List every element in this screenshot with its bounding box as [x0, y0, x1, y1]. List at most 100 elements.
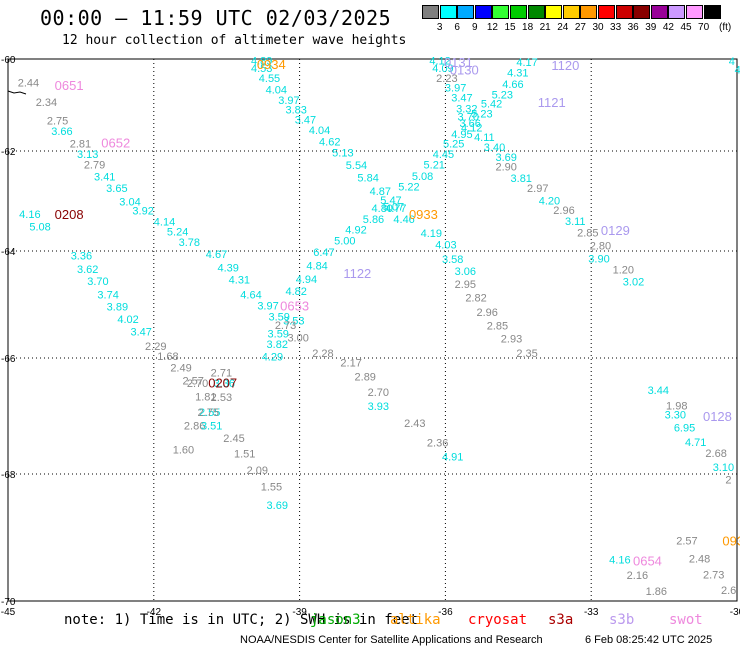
wave-height-value: 2.57 — [182, 376, 203, 388]
wave-height-value: 5.08 — [29, 222, 50, 234]
wave-height-value: 2.86 — [184, 420, 205, 432]
wave-height-value: 3.62 — [77, 264, 98, 276]
wave-height-value: 3.47 — [295, 115, 316, 127]
legend-item-altika: altika — [390, 612, 441, 628]
wave-height-value: 2.89 — [355, 372, 376, 384]
map-tick-labels: -45 -42 -39 -36 -33 -30 -60 -62 -64 -66 -68 -70 — [1, 55, 740, 618]
wave-height-value: 2.81 — [70, 139, 91, 151]
color-swatch — [562, 5, 580, 19]
wave-height-value: 2.49 — [170, 362, 191, 374]
pass-time-label: 0652 — [101, 136, 130, 151]
wave-height-value: 3.70 — [87, 276, 108, 288]
pass-time-label: 0654 — [633, 553, 662, 568]
wave-height-value: 2.79 — [84, 160, 105, 172]
wave-height-value: 4.62 — [319, 136, 340, 148]
color-scale-label: 33 — [610, 22, 622, 33]
latitude-tick-label: -64 — [1, 247, 16, 258]
color-swatch — [668, 5, 686, 19]
pass-time-label: 0207 — [208, 375, 237, 390]
legend-item-cryosat: cryosat — [468, 612, 528, 628]
map-grid — [7, 58, 738, 602]
wave-height-value: 3.32 — [456, 104, 477, 116]
wave-height-value: 2 — [725, 475, 731, 487]
wave-height-value: 4.55 — [259, 73, 280, 85]
wave-height-value: 2.75 — [47, 116, 68, 128]
wave-height-value: 5.25 — [443, 139, 464, 151]
latitude-tick-label: -70 — [1, 597, 16, 608]
wave-height-value: 1.86 — [646, 586, 667, 598]
wave-height-value: 4.82 — [286, 286, 307, 298]
page-title: 00:00 – 11:59 UTC 02/03/2025 — [40, 6, 392, 30]
wave-height-value: 3.44 — [648, 385, 669, 397]
longitude-tick-label: -39 — [292, 607, 307, 618]
wave-height-value: 2.53 — [211, 392, 232, 404]
legend-item-swot: swot — [669, 612, 703, 628]
wave-height-value: 3.69 — [267, 500, 288, 512]
observation-labels: 2.442.342.753.662.813.132.793.413.653.04… — [18, 55, 740, 597]
wave-height-value: 3.40 — [484, 142, 505, 154]
pass-time-label: 0129 — [601, 223, 630, 238]
wave-height-value: 3.06 — [455, 266, 476, 278]
credit-line: NOAA/NESDIS Center for Satellite Applica… — [240, 634, 543, 646]
color-scale-label: 27 — [574, 22, 586, 33]
generated-timestamp: 6 Feb 08:25:42 UTC 2025 — [585, 634, 713, 646]
longitude-tick-label: -45 — [1, 607, 16, 618]
pass-time-label: 0130 — [450, 63, 479, 78]
legend-item-jason3: jason3 — [310, 612, 361, 628]
color-swatch — [474, 5, 492, 19]
wave-height-value: 1.81 — [195, 391, 216, 403]
wave-height-value: 3.51 — [201, 420, 222, 432]
longitude-tick-label: -33 — [584, 607, 599, 618]
wave-height-value: 3.66 — [459, 118, 480, 130]
color-swatch — [615, 5, 633, 19]
wave-height-value: 5.21 — [424, 160, 445, 172]
wave-height-value: 2.85 — [577, 228, 598, 240]
latitude-tick-label: -60 — [1, 55, 16, 66]
color-scale-label: 45 — [680, 22, 692, 33]
wave-height-value: 1.55 — [261, 482, 282, 494]
wave-height-value: 5.84 — [357, 173, 378, 185]
color-swatch — [422, 5, 439, 19]
wave-height-value: 2.6 — [721, 585, 736, 597]
wave-height-value: 2.17 — [340, 358, 361, 370]
wave-height-value: 4.16 — [609, 555, 630, 567]
color-scale-label: 15 — [504, 22, 516, 33]
wave-height-value: 3.97 — [278, 95, 299, 107]
wave-height-value: 4.29 — [262, 351, 283, 363]
wave-height-value: 4.91 — [442, 452, 463, 464]
legend-item-s3a: s3a — [548, 612, 574, 628]
wave-height-value: 5.24 — [167, 227, 188, 239]
wave-height-value: 4 — [729, 56, 735, 68]
wave-height-value: 4.03 — [435, 240, 456, 252]
wave-height-value: 4.04 — [266, 84, 287, 96]
latitude-tick-label: -62 — [1, 147, 16, 158]
wave-height-value: 5.00 — [334, 236, 355, 248]
map-frame — [7, 58, 738, 602]
wave-height-value: 4.87 — [370, 186, 391, 198]
color-scale-label: 36 — [627, 22, 639, 33]
wave-height-value: 4.64 — [240, 289, 261, 301]
legend-item-s3b: s3b — [609, 612, 635, 628]
wave-height-value: 2.23 — [436, 73, 457, 85]
longitude-tick-label: -36 — [438, 607, 453, 618]
color-swatch — [650, 5, 668, 19]
wave-height-value: 2.28 — [312, 348, 333, 360]
wave-height-value: 5.13 — [332, 148, 353, 160]
wave-height-value: 2.70 — [187, 378, 208, 390]
wave-height-value: 4.17 — [516, 57, 537, 69]
wave-height-value: 4.77 — [385, 203, 406, 215]
wave-height-value: 2.82 — [465, 293, 486, 305]
wave-height-value: 2.68 — [705, 448, 726, 460]
wave-height-value: 2.96 — [477, 307, 498, 319]
wave-height-value: 3.02 — [623, 276, 644, 288]
wave-height-value: 3.93 — [368, 401, 389, 413]
pass-time-label: 0131 — [444, 55, 473, 70]
wave-height-value: 4.67 — [206, 249, 227, 261]
wave-height-value: 4.02 — [117, 314, 138, 326]
wave-height-value: 4.80 — [372, 203, 393, 215]
pass-time-label: 0934 — [257, 57, 286, 72]
wave-height-value: 4.84 — [306, 260, 327, 272]
wave-height-value: 3.59 — [268, 311, 289, 323]
color-scale-unit: (ft) — [719, 22, 732, 33]
